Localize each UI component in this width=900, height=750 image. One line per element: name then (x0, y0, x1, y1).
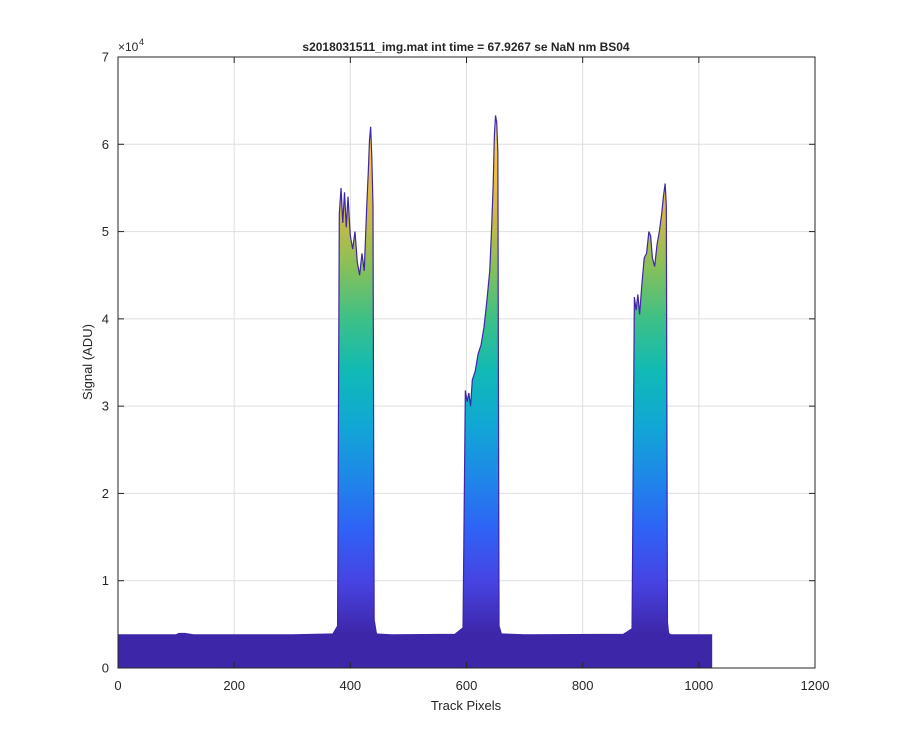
y-tick-label: 4 (102, 311, 109, 326)
baseline-trace (118, 115, 713, 636)
y-tick-label: 0 (102, 661, 109, 676)
y-axis-exponent-base: ×10 (118, 40, 139, 54)
x-tick-label: 0 (114, 678, 121, 693)
y-tick-label: 3 (102, 399, 109, 414)
y-tick-label: 5 (102, 224, 109, 239)
y-tick-label: 6 (102, 137, 109, 152)
x-tick-label: 1200 (801, 678, 830, 693)
chart-title: s2018031511_img.mat int time = 67.9267 s… (302, 40, 630, 54)
y-tick-label: 2 (102, 486, 109, 501)
x-tick-label: 1000 (684, 678, 713, 693)
signal-surface (118, 115, 713, 668)
x-tick-label: 600 (456, 678, 478, 693)
x-axis-ticks: 0 200 400 600 800 1000 1200 (114, 57, 829, 693)
x-tick-label: 400 (339, 678, 361, 693)
y-axis-exponent-power: 4 (139, 37, 144, 47)
y-tick-label: 1 (102, 573, 109, 588)
x-axis-label: Track Pixels (431, 698, 502, 713)
y-axis-ticks: 0 1 2 3 4 5 6 7 (102, 50, 815, 676)
x-tick-label: 800 (572, 678, 594, 693)
y-tick-label: 7 (102, 50, 109, 65)
x-tick-label: 200 (223, 678, 245, 693)
y-axis-label: Signal (ADU) (80, 324, 95, 400)
